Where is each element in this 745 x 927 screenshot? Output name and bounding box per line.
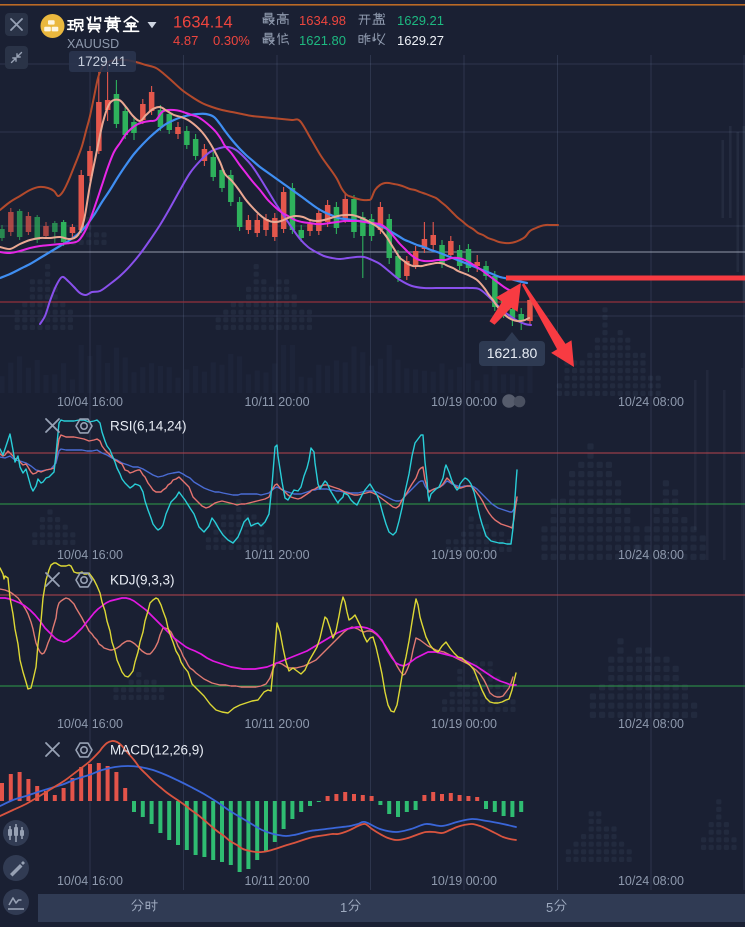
svg-text:1621.80: 1621.80 — [299, 33, 346, 48]
svg-text:10/24 08:00: 10/24 08:00 — [618, 548, 684, 562]
svg-text:10/11 20:00: 10/11 20:00 — [244, 395, 309, 409]
svg-text:10/04 16:00: 10/04 16:00 — [57, 395, 123, 409]
svg-text:10/11 20:00: 10/11 20:00 — [244, 717, 309, 731]
svg-text:10/24 08:00: 10/24 08:00 — [618, 874, 684, 888]
svg-text:10/19 00:00: 10/19 00:00 — [431, 395, 497, 409]
svg-text:10/11 20:00: 10/11 20:00 — [244, 548, 309, 562]
svg-text:RSI(6,14,24): RSI(6,14,24) — [110, 419, 187, 434]
svg-text:1621.80: 1621.80 — [487, 345, 538, 361]
svg-text:5: 5 — [546, 900, 553, 915]
svg-text:1629.21: 1629.21 — [397, 13, 444, 28]
svg-text:0.30%: 0.30% — [213, 33, 250, 48]
svg-text:1634.98: 1634.98 — [299, 13, 346, 28]
svg-text:10/19 00:00: 10/19 00:00 — [431, 717, 497, 731]
svg-text:10/24 08:00: 10/24 08:00 — [618, 717, 684, 731]
svg-text:10/11 20:00: 10/11 20:00 — [244, 874, 309, 888]
svg-text:XAUUSD: XAUUSD — [67, 37, 119, 51]
svg-text:10/24 08:00: 10/24 08:00 — [618, 395, 684, 409]
svg-text:1634.14: 1634.14 — [173, 14, 233, 32]
svg-text:MACD(12,26,9): MACD(12,26,9) — [110, 743, 204, 758]
svg-text:10/04 16:00: 10/04 16:00 — [57, 548, 123, 562]
svg-text:10/04 16:00: 10/04 16:00 — [57, 717, 123, 731]
svg-text:10/04 16:00: 10/04 16:00 — [57, 874, 123, 888]
svg-text:4.87: 4.87 — [173, 33, 198, 48]
svg-text:10/19 00:00: 10/19 00:00 — [431, 874, 497, 888]
svg-text:10/19 00:00: 10/19 00:00 — [431, 548, 497, 562]
svg-text:1729.41: 1729.41 — [78, 54, 127, 69]
svg-text:1: 1 — [340, 900, 347, 915]
svg-text:KDJ(9,3,3): KDJ(9,3,3) — [110, 573, 175, 588]
svg-text:1629.27: 1629.27 — [397, 33, 444, 48]
